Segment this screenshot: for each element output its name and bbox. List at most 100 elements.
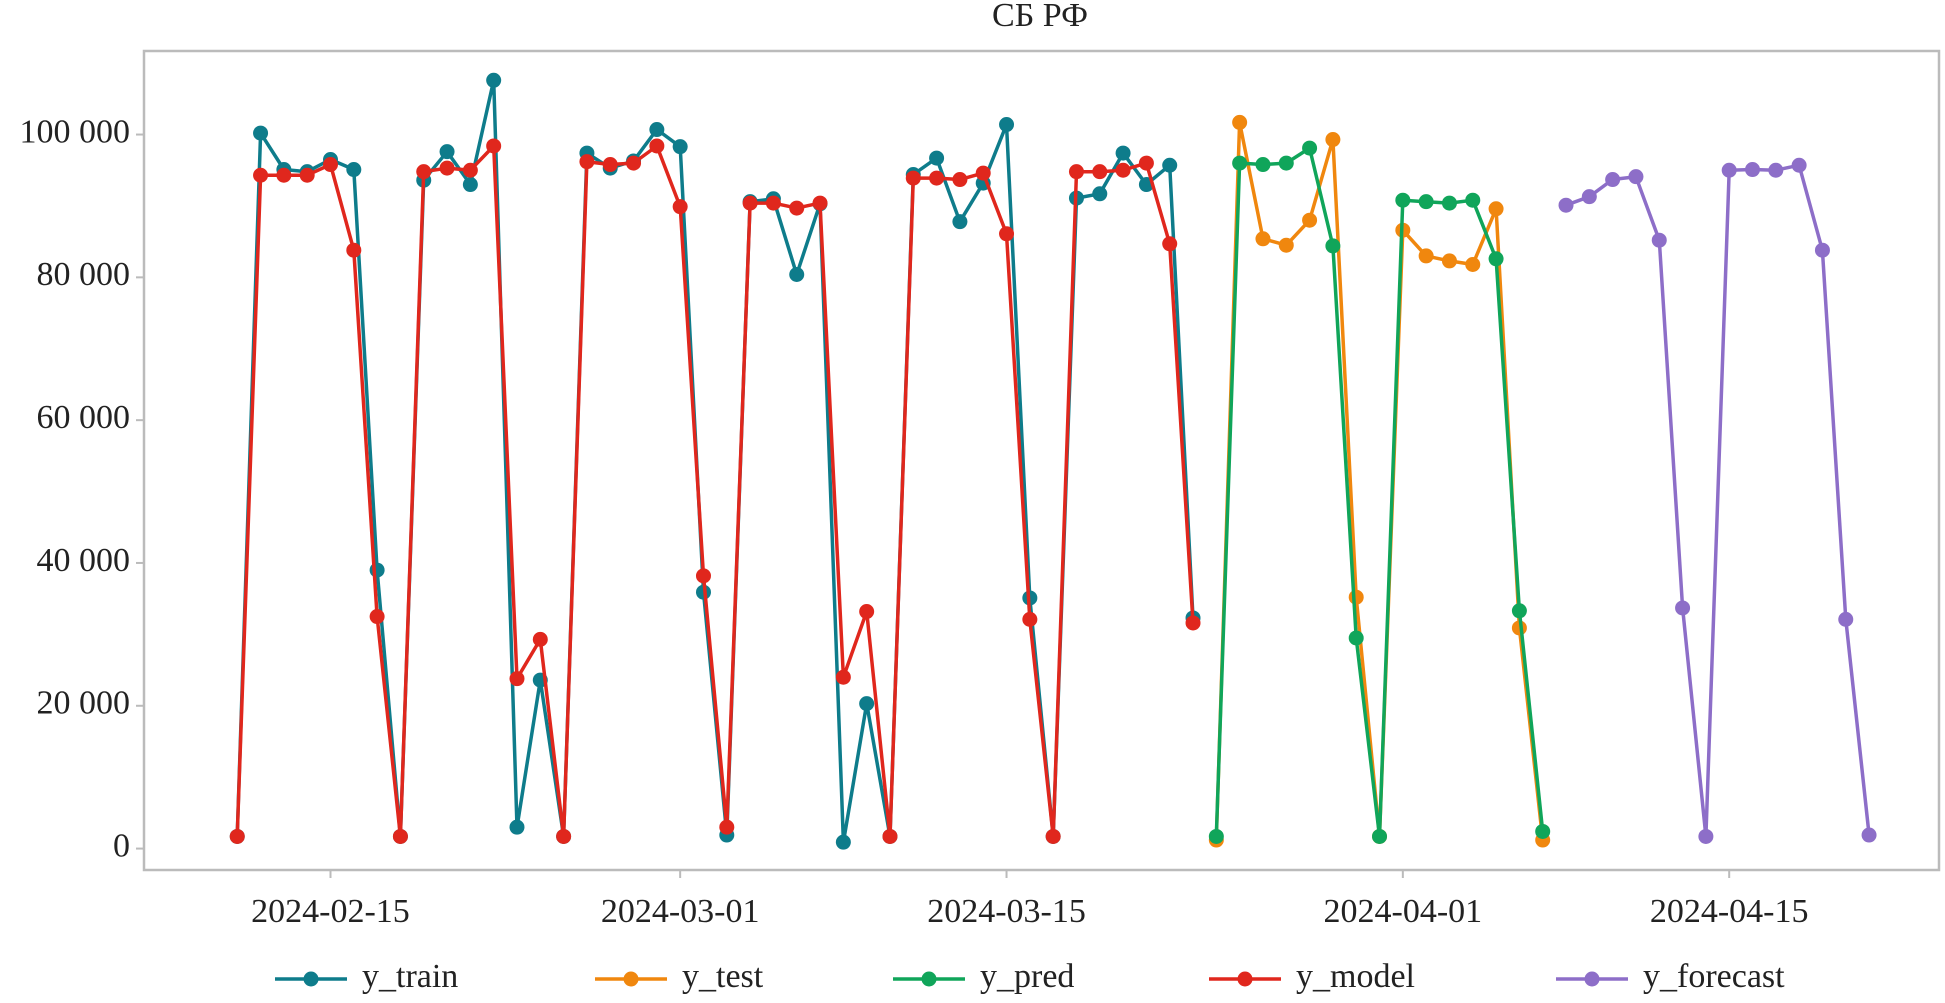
x-tick-label: 2024-03-15 bbox=[927, 893, 1086, 930]
data-point bbox=[952, 214, 968, 230]
data-point bbox=[1255, 231, 1271, 247]
data-point bbox=[1535, 823, 1551, 839]
data-point bbox=[509, 671, 525, 687]
data-point bbox=[1441, 253, 1457, 269]
legend-label: y_model bbox=[1296, 958, 1415, 995]
data-point bbox=[486, 138, 502, 154]
data-point bbox=[1348, 589, 1364, 605]
data-point bbox=[742, 195, 758, 211]
data-point bbox=[253, 125, 269, 141]
data-point bbox=[253, 167, 269, 183]
data-point bbox=[392, 828, 408, 844]
data-point bbox=[1185, 615, 1201, 631]
data-point bbox=[1791, 157, 1807, 173]
data-point bbox=[1768, 162, 1784, 178]
data-point bbox=[695, 568, 711, 584]
data-point bbox=[1325, 238, 1341, 254]
data-point bbox=[1115, 162, 1131, 178]
data-point bbox=[1511, 603, 1527, 619]
data-point bbox=[1814, 242, 1830, 258]
data-point bbox=[1838, 611, 1854, 627]
data-point bbox=[462, 177, 478, 193]
data-point bbox=[952, 172, 968, 188]
series-line bbox=[1565, 163, 1871, 839]
data-point bbox=[789, 200, 805, 216]
data-point bbox=[602, 157, 618, 173]
data-point bbox=[416, 164, 432, 180]
data-point bbox=[649, 122, 665, 138]
data-point bbox=[1115, 145, 1131, 161]
data-point bbox=[532, 631, 548, 647]
data-point bbox=[929, 150, 945, 166]
data-point bbox=[1302, 140, 1318, 156]
data-point bbox=[1068, 164, 1084, 180]
data-point bbox=[1372, 828, 1388, 844]
data-point bbox=[462, 162, 478, 178]
series-line bbox=[1214, 146, 1545, 839]
data-point bbox=[1092, 186, 1108, 202]
data-point bbox=[1441, 195, 1457, 211]
data-point bbox=[1861, 827, 1877, 843]
data-point bbox=[346, 162, 362, 178]
data-point bbox=[1675, 600, 1691, 616]
data-point bbox=[1278, 155, 1294, 171]
data-point bbox=[765, 195, 781, 211]
x-tick-label: 2024-03-01 bbox=[601, 893, 760, 930]
data-point bbox=[1418, 248, 1434, 264]
data-point bbox=[999, 226, 1015, 242]
data-point bbox=[1628, 169, 1644, 185]
data-point bbox=[1488, 251, 1504, 267]
data-point bbox=[1395, 192, 1411, 208]
x-tick-label: 2024-04-15 bbox=[1650, 893, 1809, 930]
y-tick-label: 40 000 bbox=[37, 542, 131, 579]
legend-marker bbox=[921, 971, 937, 987]
data-point bbox=[439, 144, 455, 160]
data-point bbox=[1698, 828, 1714, 844]
data-point bbox=[1208, 828, 1224, 844]
data-point bbox=[1605, 172, 1621, 188]
legend-label: y_pred bbox=[980, 958, 1074, 995]
y-tick-label: 60 000 bbox=[37, 399, 131, 436]
data-point bbox=[579, 154, 595, 170]
data-point bbox=[1745, 162, 1761, 178]
data-point bbox=[1302, 212, 1318, 228]
data-point bbox=[672, 199, 688, 215]
legend-marker bbox=[1584, 971, 1600, 987]
x-tick-label: 2024-02-15 bbox=[251, 893, 410, 930]
y-tick-label: 0 bbox=[113, 827, 130, 864]
data-point bbox=[1348, 630, 1364, 646]
data-point bbox=[835, 834, 851, 850]
series-line bbox=[1214, 120, 1545, 841]
data-point bbox=[1092, 164, 1108, 180]
data-point bbox=[1045, 828, 1061, 844]
legend-marker bbox=[1237, 971, 1253, 987]
data-point bbox=[369, 562, 385, 578]
data-point bbox=[975, 165, 991, 181]
data-point bbox=[999, 117, 1015, 133]
data-point bbox=[1465, 192, 1481, 208]
data-point bbox=[346, 242, 362, 258]
data-point bbox=[1255, 157, 1271, 173]
data-point bbox=[229, 828, 245, 844]
data-point bbox=[1138, 155, 1154, 171]
data-point bbox=[486, 72, 502, 88]
legend-label: y_forecast bbox=[1643, 958, 1785, 995]
data-point bbox=[626, 155, 642, 171]
data-point bbox=[1558, 197, 1574, 213]
legend-marker bbox=[623, 971, 639, 987]
data-point bbox=[1162, 157, 1178, 173]
data-point bbox=[719, 819, 735, 835]
data-point bbox=[859, 696, 875, 712]
data-point bbox=[1022, 611, 1038, 627]
data-point bbox=[299, 167, 315, 183]
data-point bbox=[1465, 256, 1481, 272]
data-point bbox=[812, 195, 828, 211]
y-tick-label: 80 000 bbox=[37, 256, 131, 293]
y-tick-label: 100 000 bbox=[20, 113, 131, 150]
data-point bbox=[859, 604, 875, 620]
data-point bbox=[1278, 237, 1294, 253]
chart-title: СБ РФ bbox=[992, 0, 1088, 34]
data-point bbox=[929, 170, 945, 186]
data-point bbox=[439, 160, 455, 176]
